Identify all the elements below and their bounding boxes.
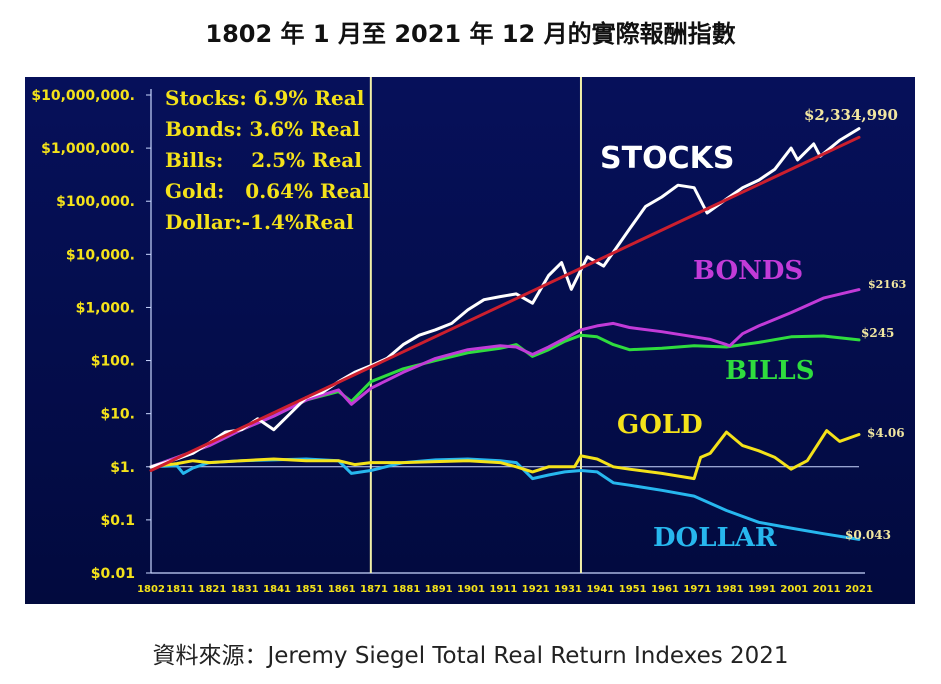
- x-tick-label: 1871: [360, 584, 388, 595]
- x-tick-label: 1901: [457, 584, 485, 595]
- x-tick-label: 1881: [392, 584, 420, 595]
- y-tick-label: $0.01: [91, 566, 135, 582]
- bills-end-value: $245: [861, 326, 894, 340]
- y-tick-label: $10,000,000.: [31, 88, 135, 104]
- x-tick-label: 2001: [780, 584, 808, 595]
- gold-line: [149, 429, 861, 481]
- x-tick-label: 1961: [651, 584, 679, 595]
- y-tick-label: $100.: [91, 354, 135, 370]
- trend-line: [149, 135, 861, 472]
- dollar-end-value: $0.043: [845, 528, 891, 542]
- x-tick-label: 2021: [845, 584, 873, 595]
- y-tick-label: $100,000.: [56, 194, 135, 210]
- stocks-line: [149, 127, 861, 469]
- y-tick-label: $10.: [100, 407, 135, 423]
- legend-line: Bonds: 3.6% Real: [165, 117, 360, 141]
- x-tick-label: 1802: [137, 584, 165, 595]
- x-tick-label: 1981: [716, 584, 744, 595]
- x-tick-label: 1991: [748, 584, 776, 595]
- x-tick-label: 1891: [425, 584, 453, 595]
- source-note: 資料來源：Jeremy Siegel Total Real Return Ind…: [152, 643, 789, 669]
- x-tick-label: 1911: [489, 584, 517, 595]
- legend-line: Bills: 2.5% Real: [165, 148, 362, 172]
- legend-line: Stocks: 6.9% Real: [165, 86, 365, 110]
- page-title: 1802 年 1 月至 2021 年 12 月的實際報酬指數: [205, 20, 736, 48]
- legend-line: Gold: 0.64% Real: [165, 179, 370, 203]
- dollar-label: DOLLAR: [653, 523, 777, 553]
- bonds-line: [149, 288, 861, 469]
- legend-line: Dollar:-1.4%Real: [165, 210, 354, 234]
- x-tick-label: 1941: [586, 584, 614, 595]
- bonds-end-value: $2163: [868, 278, 906, 291]
- x-tick-label: 1971: [683, 584, 711, 595]
- chart-svg: $10,000,000. $1,000,000. $100,000. $10,000.…: [25, 77, 915, 604]
- y-tick-label: $0.1: [100, 513, 135, 529]
- gold-end-value: $4.06: [867, 426, 905, 440]
- chart-panel: $10,000,000. $1,000,000. $100,000. $10,000.…: [25, 77, 915, 604]
- x-tick-label: 1951: [619, 584, 647, 595]
- stocks-label: STOCKS: [600, 141, 734, 176]
- bills-label: BILLS: [725, 356, 814, 386]
- x-tick-label: 1841: [263, 584, 291, 595]
- x-tick-label: 1861: [328, 584, 356, 595]
- gold-label: GOLD: [617, 410, 703, 440]
- x-tick-label: 2011: [813, 584, 841, 595]
- y-tick-label: $1,000.: [76, 300, 135, 316]
- x-tick-label: 1921: [522, 584, 550, 595]
- x-tick-label: 1821: [199, 584, 227, 595]
- x-tick-label: 1811: [166, 584, 194, 595]
- x-tick-label: 1931: [554, 584, 582, 595]
- x-tick-label: 1851: [295, 584, 323, 595]
- y-tick-label: $10,000.: [66, 247, 135, 263]
- y-tick-label: $1.: [110, 460, 135, 476]
- y-tick-label: $1,000,000.: [41, 141, 135, 157]
- stocks-end-value: $2,334,990: [804, 106, 898, 124]
- x-tick-label: 1831: [231, 584, 259, 595]
- bonds-label: BONDS: [693, 256, 803, 286]
